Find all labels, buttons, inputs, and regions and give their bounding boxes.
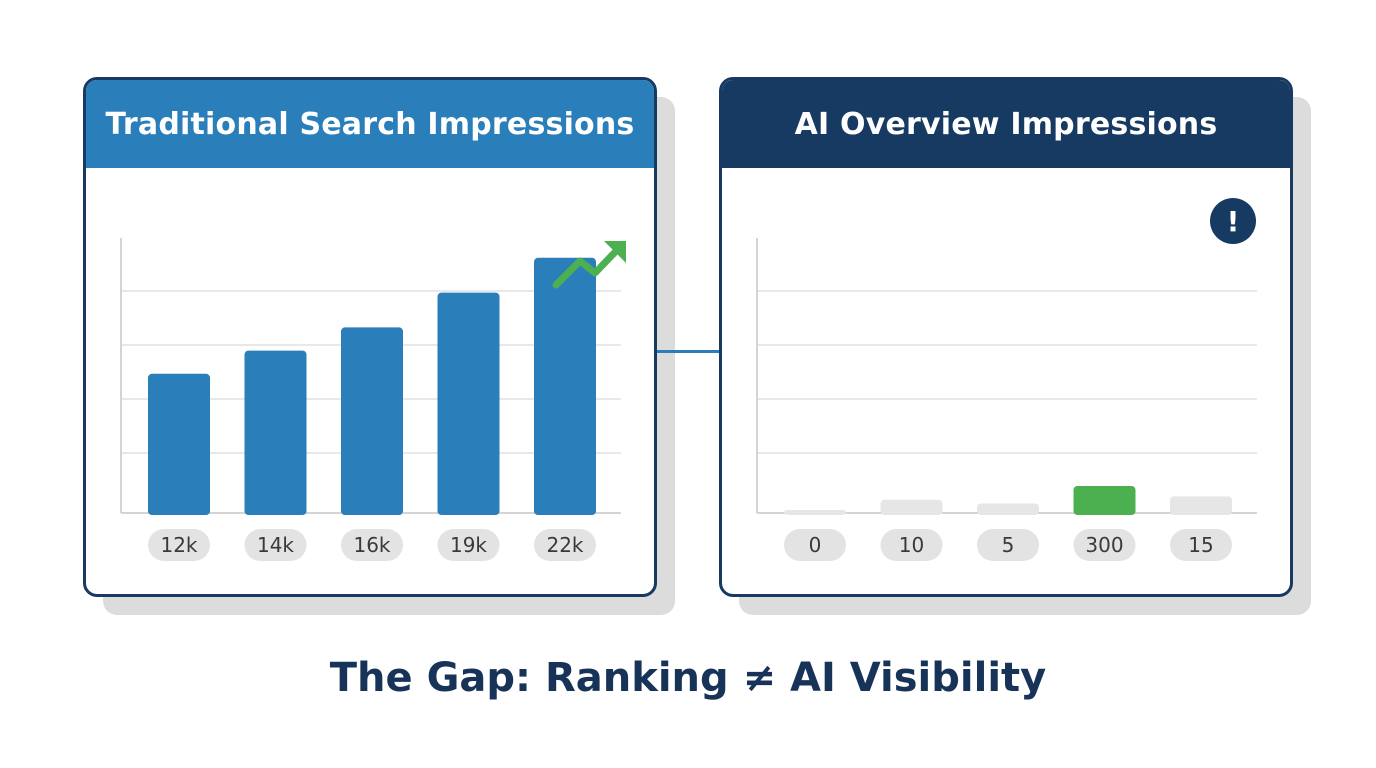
exclamation-alert-icon: ! [1210, 198, 1256, 244]
bar-14k [244, 350, 307, 515]
trend-up-arrow-icon [552, 241, 626, 289]
panel-title: Traditional Search Impressions [86, 80, 654, 168]
connector-line [657, 350, 719, 353]
tick-label: 5 [1002, 533, 1015, 557]
bar-22k [534, 257, 596, 515]
bar-0 [784, 510, 846, 515]
tick-label: 22k [546, 533, 583, 557]
page-caption: The Gap: Ranking ≠ AI Visibility [329, 655, 1047, 701]
tick-label-pill [534, 529, 596, 561]
tick-label-pill [880, 529, 943, 561]
bar-300 [1073, 486, 1136, 515]
tick-label: 0 [809, 533, 822, 557]
tick-label: 15 [1188, 533, 1213, 557]
tick-label-pill [1073, 529, 1136, 561]
tick-label: 16k [353, 533, 390, 557]
tick-label-pill [341, 529, 403, 561]
tick-label: 19k [450, 533, 487, 557]
tick-label: 300 [1085, 533, 1123, 557]
chart-area: 0 10 5 300 15 ! [722, 168, 1290, 594]
trend-arrow-line [552, 245, 622, 289]
bar-10 [880, 499, 943, 515]
tick-label-pill [977, 529, 1039, 561]
bar-12k [148, 373, 210, 515]
bar-16k [341, 327, 403, 515]
tick-label-pill [1170, 529, 1232, 561]
panel-title: AI Overview Impressions [722, 80, 1290, 168]
tick-label: 14k [257, 533, 294, 557]
trend-arrow-head [604, 241, 626, 263]
traditional-search-panel: Traditional Search Impressions 12k 14k 16k… [83, 77, 657, 597]
bar-5 [977, 503, 1039, 515]
chart-area: 12k 14k 16k 19k 22k [86, 168, 654, 594]
tick-label-pill [437, 529, 500, 561]
traditional-search-bar-chart: 12k 14k 16k 19k 22k [120, 238, 626, 561]
ai-overview-bar-chart: 0 10 5 300 15 [756, 238, 1257, 561]
tick-label-pill [784, 529, 846, 561]
tick-label: 12k [160, 533, 197, 557]
tick-label-pill [244, 529, 307, 561]
bar-15 [1170, 496, 1232, 515]
ai-overview-panel: AI Overview Impressions 0 10 5 300 15 ! [719, 77, 1293, 597]
tick-label: 10 [899, 533, 924, 557]
tick-label-pill [148, 529, 210, 561]
bar-19k [437, 292, 500, 515]
